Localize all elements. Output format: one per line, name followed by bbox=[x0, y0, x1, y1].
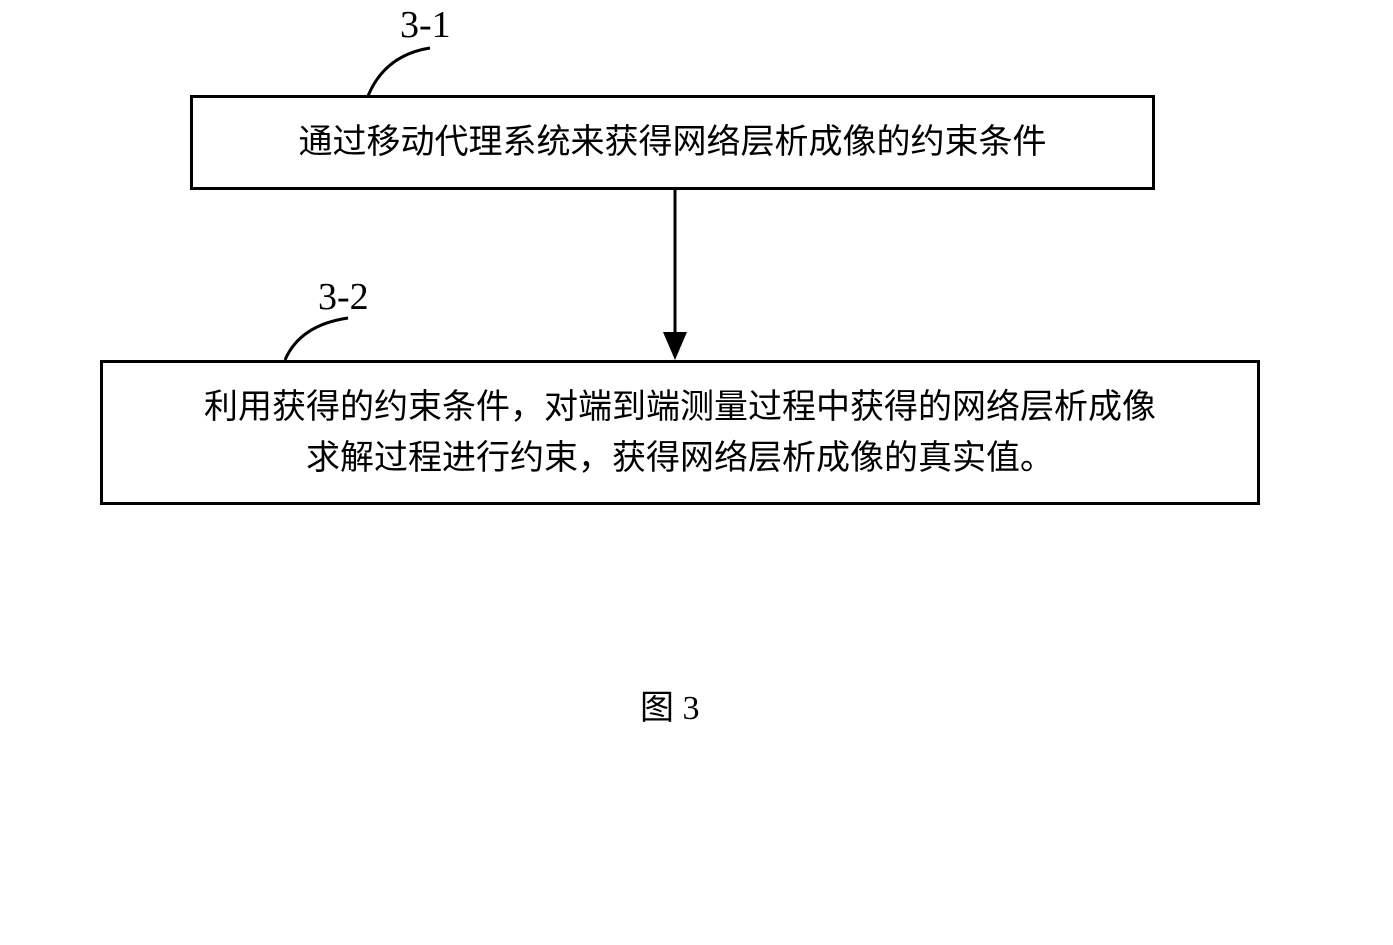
flow-box-2-text: 利用获得的约束条件，对端到端测量过程中获得的网络层析成像 求解过程进行约束，获得… bbox=[204, 382, 1156, 484]
flow-box-1-text: 通过移动代理系统来获得网络层析成像的约束条件 bbox=[299, 117, 1047, 168]
flow-arrow-head bbox=[663, 332, 687, 360]
label-3-1: 3-1 bbox=[400, 3, 451, 47]
flow-box-2: 利用获得的约束条件，对端到端测量过程中获得的网络层析成像 求解过程进行约束，获得… bbox=[100, 360, 1260, 505]
leader-3-2 bbox=[285, 318, 348, 360]
flow-box-2-line2: 求解过程进行约束，获得网络层析成像的真实值。 bbox=[306, 440, 1054, 477]
flow-box-2-line1: 利用获得的约束条件，对端到端测量过程中获得的网络层析成像 bbox=[204, 389, 1156, 426]
figure-canvas: 3-1 通过移动代理系统来获得网络层析成像的约束条件 3-2 利用获得的约束条件… bbox=[0, 0, 1393, 945]
flow-box-1: 通过移动代理系统来获得网络层析成像的约束条件 bbox=[190, 95, 1155, 190]
leader-3-1 bbox=[368, 48, 430, 96]
label-3-2: 3-2 bbox=[318, 275, 369, 319]
figure-caption: 图 3 bbox=[640, 680, 700, 729]
